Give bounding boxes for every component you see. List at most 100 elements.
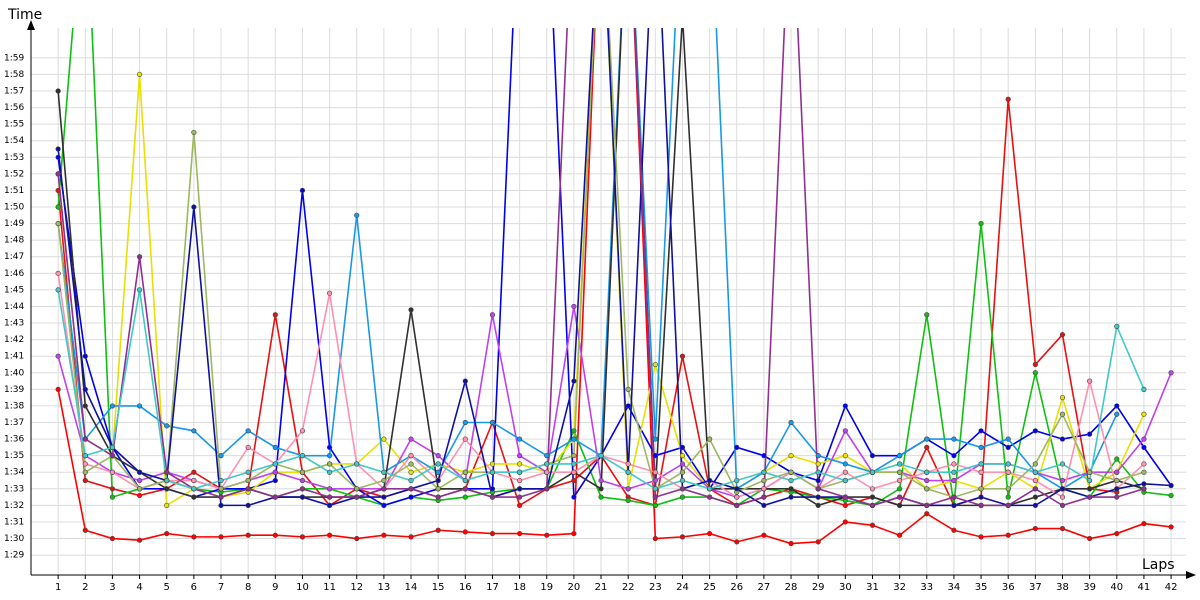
x-tick-label: 3 [109,582,115,593]
point [761,453,767,459]
point [218,477,224,484]
point [517,461,523,467]
point [1114,456,1120,462]
point [191,494,197,500]
point [489,530,496,537]
point [761,469,767,475]
x-tick-label: 37 [1029,582,1042,593]
point [1005,494,1011,500]
point [978,494,984,500]
point [272,444,278,450]
point [136,287,143,293]
point [82,477,88,484]
x-tick-label: 29 [812,582,825,593]
point [136,254,143,260]
point [734,494,740,500]
x-tick-label: 7 [218,582,224,593]
point [1087,431,1093,437]
point [788,453,794,459]
point [82,403,88,409]
y-tick-label: 1:56 [4,103,24,113]
y-tick-label: 1:47 [4,252,24,262]
point [55,171,61,177]
y-tick-label: 1:53 [4,153,24,163]
series-line [57,28,1145,507]
point [299,187,306,194]
point [55,187,61,194]
point [1087,477,1093,484]
point [897,477,903,484]
y-tick-label: 1:58 [4,70,24,80]
point [1032,428,1038,434]
point [1114,403,1120,409]
point [1032,370,1038,376]
point [1005,436,1011,442]
x-tick-label: 35 [975,582,988,593]
point [517,502,523,508]
y-tick-label: 1:32 [4,501,24,511]
x-tick-label: 40 [1110,582,1123,593]
point [1141,386,1147,392]
x-tick-label: 42 [1165,582,1178,593]
point [82,469,88,475]
point [869,502,876,508]
point [489,419,496,426]
point [191,204,197,210]
point [326,290,333,296]
point [842,469,848,475]
point [1032,469,1038,475]
point [1168,492,1174,499]
point [761,486,767,492]
point [1087,486,1093,492]
point [354,494,360,500]
y-tick-label: 1:33 [4,484,24,494]
point [381,486,387,492]
x-tick-label: 38 [1056,582,1069,593]
series-line [57,306,1172,498]
y-tick-label: 1:31 [4,517,24,527]
y-tick-label: 1:44 [4,302,24,312]
point [788,477,794,484]
point [272,477,278,484]
point [435,469,441,475]
point [679,477,686,484]
point [326,453,333,459]
point [381,532,387,538]
point [1114,530,1120,537]
point [326,444,333,450]
point [435,486,441,492]
point [978,502,984,508]
point [924,477,930,484]
series-line [57,28,1145,507]
point [869,486,876,492]
point [191,534,197,540]
point [679,534,686,540]
point [462,529,468,535]
point [652,361,658,368]
x-tick-label: 26 [730,582,743,593]
point [1087,494,1093,500]
x-tick-label: 14 [405,582,418,593]
point [598,477,604,484]
point [218,494,224,500]
point [734,477,740,484]
point [354,535,360,542]
point [544,469,550,475]
point [299,494,306,500]
point [1005,469,1011,475]
point [842,428,848,434]
point [272,469,278,475]
point [815,461,821,467]
x-tick-label: 2 [82,582,88,593]
x-tick-label: 36 [1002,582,1015,593]
point [55,154,61,160]
x-tick-label: 12 [350,582,363,593]
x-tick-label: 24 [676,582,689,593]
point [544,486,550,492]
point [571,461,577,467]
point [924,436,930,442]
point [1059,395,1066,401]
point [571,453,577,459]
point [381,502,387,508]
point [625,403,631,409]
